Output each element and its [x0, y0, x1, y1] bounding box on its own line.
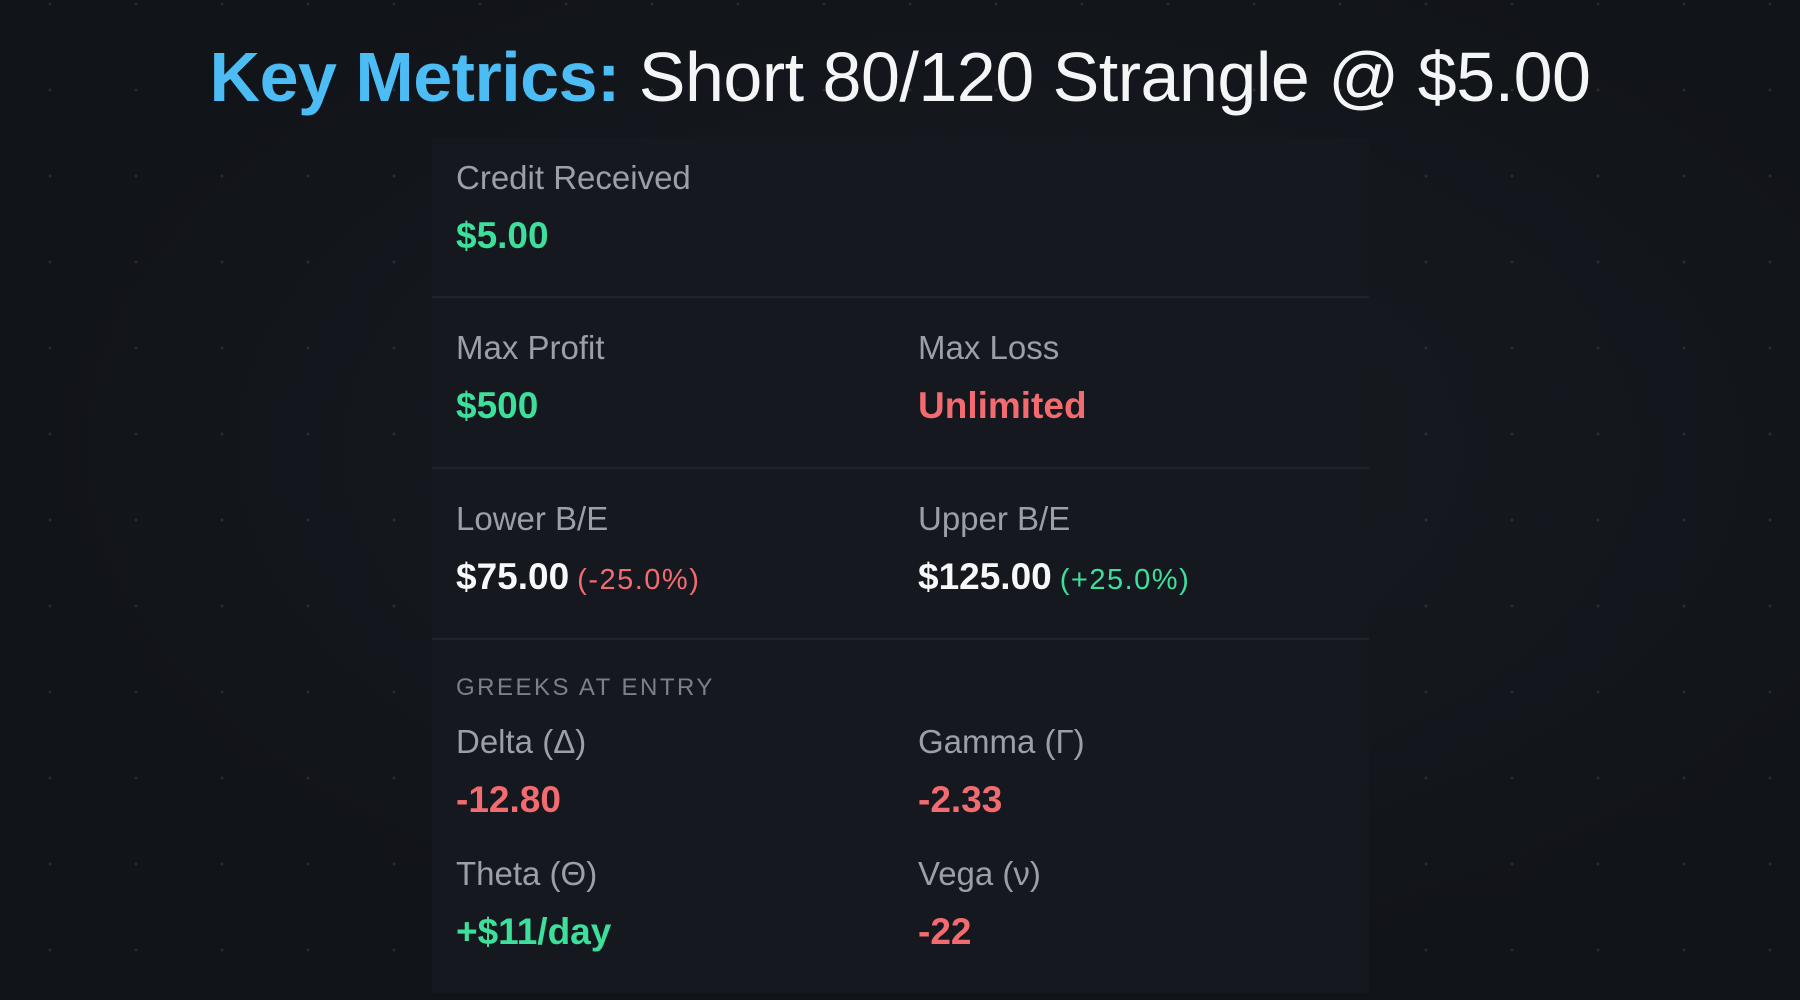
title-key: Key Metrics: — [209, 38, 621, 116]
delta-value: -12.80 — [456, 779, 561, 820]
profit-loss-section: Max Profit $500 Max Loss Unlimited — [432, 298, 1369, 469]
page-title: Key Metrics: Short 80/120 Strangle @ $5.… — [0, 36, 1800, 118]
delta-label: Delta (Δ) — [456, 723, 587, 760]
max-loss-value: Unlimited — [918, 385, 1087, 426]
max-loss-metric: Max Loss Unlimited — [918, 328, 1087, 428]
title-strategy: Short 80/120 Strangle @ $5.00 — [638, 38, 1591, 116]
upper-breakeven-pct: (+25.0%) — [1059, 564, 1191, 596]
key-metrics-card: Credit Received $5.00 Max Profit $500 Ma… — [432, 138, 1369, 993]
upper-breakeven-value-row: $125.00 (+25.0%) — [918, 555, 1190, 602]
vega-value: -22 — [918, 911, 972, 952]
max-profit-value: $500 — [456, 385, 539, 426]
credit-received-value: $5.00 — [456, 215, 549, 256]
breakeven-section: Lower B/E $75.00 (-25.0%) Upper B/E $125.… — [432, 469, 1369, 640]
vega-metric: Vega (ν) -22 — [918, 854, 1041, 954]
lower-breakeven-pct: (-25.0%) — [577, 564, 701, 596]
theta-value: +$11/day — [456, 911, 612, 952]
gamma-label: Gamma (Γ) — [918, 723, 1085, 760]
credit-received-label: Credit Received — [456, 159, 691, 196]
vega-label: Vega (ν) — [918, 855, 1041, 892]
lower-breakeven-value-row: $75.00 (-25.0%) — [456, 555, 700, 602]
credit-received-metric: Credit Received $5.00 — [456, 158, 691, 258]
lower-breakeven-metric: Lower B/E $75.00 (-25.0%) — [456, 499, 700, 602]
lower-breakeven-value: $75.00 — [456, 556, 570, 597]
max-profit-metric: Max Profit $500 — [456, 328, 605, 428]
credit-section: Credit Received $5.00 — [432, 138, 1369, 298]
upper-breakeven-metric: Upper B/E $125.00 (+25.0%) — [918, 499, 1190, 602]
gamma-metric: Gamma (Γ) -2.33 — [918, 722, 1085, 822]
greeks-section: GREEKS AT ENTRY Delta (Δ) -12.80 Gamma (… — [432, 640, 1369, 991]
lower-breakeven-label: Lower B/E — [456, 500, 609, 537]
theta-label: Theta (Θ) — [456, 855, 598, 892]
max-profit-label: Max Profit — [456, 329, 605, 366]
gamma-value: -2.33 — [918, 779, 1003, 820]
upper-breakeven-value: $125.00 — [918, 556, 1052, 597]
max-loss-label: Max Loss — [918, 329, 1060, 366]
upper-breakeven-label: Upper B/E — [918, 500, 1071, 537]
theta-metric: Theta (Θ) +$11/day — [456, 854, 611, 954]
greeks-header: GREEKS AT ENTRY — [456, 674, 715, 701]
delta-metric: Delta (Δ) -12.80 — [456, 722, 586, 822]
